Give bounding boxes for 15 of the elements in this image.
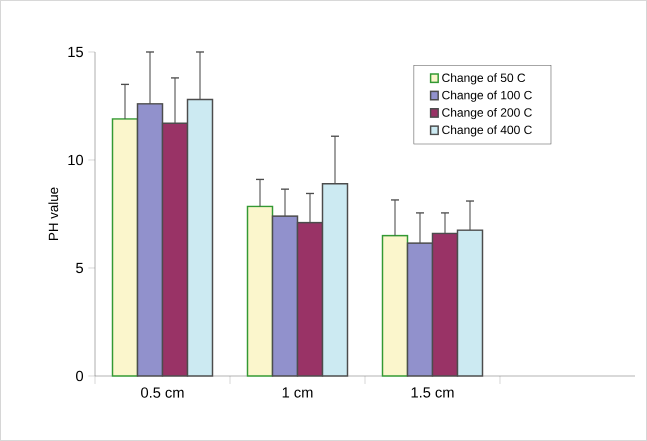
legend-label: Change of 100 C <box>442 90 532 102</box>
bar <box>246 206 274 377</box>
legend-label: Change of 400 C <box>442 125 532 136</box>
y-axis-title: PH value <box>48 188 58 240</box>
y-tick-label: 10 <box>68 154 84 166</box>
bar <box>382 234 408 377</box>
x-tick-label: 0.5 cm <box>141 387 184 398</box>
y-tick-label: 5 <box>76 262 83 274</box>
y-tick-label: 15 <box>68 46 83 58</box>
y-tick-label: 0 <box>76 370 84 382</box>
bar <box>112 118 138 377</box>
x-tick-label: 1 cm <box>282 387 312 398</box>
legend-label: Change of 50 C <box>442 73 526 84</box>
legend-label: Change of 200 C <box>442 108 532 120</box>
x-tick-label: 1.5 cm <box>412 387 454 398</box>
